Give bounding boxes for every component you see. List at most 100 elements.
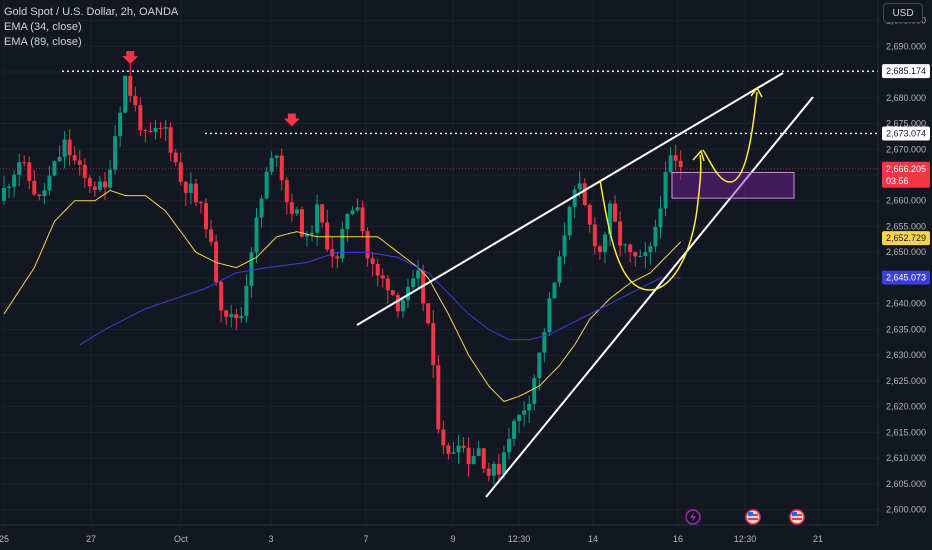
candle-body xyxy=(608,203,612,235)
candle-body xyxy=(229,314,234,317)
candle-body xyxy=(254,217,259,253)
candle-body xyxy=(461,445,466,448)
candle-body xyxy=(537,352,542,378)
candle-body xyxy=(340,229,345,259)
candle-body xyxy=(602,234,607,252)
candle-body xyxy=(219,282,224,311)
candle-body xyxy=(188,183,193,193)
candle-body xyxy=(183,181,188,193)
candle-body xyxy=(153,128,158,132)
candle-body xyxy=(456,445,461,453)
candle-body xyxy=(108,169,113,188)
candle-body xyxy=(103,181,107,188)
candle-body xyxy=(22,162,27,164)
candle-body xyxy=(370,258,375,264)
candle-body xyxy=(335,256,340,259)
candle-body xyxy=(279,155,284,181)
currency-button[interactable]: USD xyxy=(883,3,923,23)
candle-body xyxy=(380,275,385,279)
ema34-legend[interactable]: EMA (34, close) xyxy=(4,21,82,33)
time-tick-label: 14 xyxy=(588,534,598,544)
candle-body xyxy=(577,183,582,190)
lightning-icon[interactable] xyxy=(685,509,701,525)
candle-body xyxy=(375,263,380,276)
candle-body xyxy=(52,161,57,176)
signal-arrow-icon xyxy=(122,51,139,65)
candle-body xyxy=(395,294,400,312)
level-tag-bg xyxy=(882,126,930,141)
candle-body xyxy=(294,209,299,214)
price-tick-label: 2,630.000 xyxy=(886,350,926,360)
price-tick-label: 2,600.000 xyxy=(886,505,926,515)
candle-body xyxy=(259,198,264,218)
candle-body xyxy=(239,315,244,319)
candle-body xyxy=(668,155,673,173)
candle-body xyxy=(476,448,481,456)
price-tick-label: 2,675.000 xyxy=(886,119,926,129)
candle-body xyxy=(522,410,527,415)
candle-body xyxy=(310,232,315,235)
candle-body xyxy=(355,207,360,211)
candle-body xyxy=(315,204,320,233)
symbol-title[interactable]: Gold Spot / U.S. Dollar, 2h, OANDA xyxy=(4,6,179,18)
candle-body xyxy=(198,202,203,204)
candle-body xyxy=(643,252,648,256)
candle-body xyxy=(648,246,653,253)
candle-body xyxy=(496,463,501,475)
candle-body xyxy=(97,181,102,190)
candle-body xyxy=(623,244,628,246)
level-tag-bg xyxy=(882,64,930,79)
ema-layer xyxy=(3,189,682,403)
candle-body xyxy=(133,95,138,106)
flag-canton xyxy=(748,512,753,516)
event-icons xyxy=(685,509,805,525)
flag-stripe xyxy=(748,518,758,520)
candle-body xyxy=(441,429,446,446)
candle-body xyxy=(72,155,77,161)
flag-canton xyxy=(792,512,797,516)
candle-body xyxy=(62,139,67,157)
candle-body xyxy=(527,403,532,411)
candle-body xyxy=(653,227,658,247)
candle-body xyxy=(613,203,618,222)
candle-body xyxy=(411,278,416,287)
ema89-line xyxy=(79,251,681,346)
price-tick-label: 2,655.000 xyxy=(886,221,926,231)
candle-body xyxy=(123,75,128,113)
price-tick-label: 2,660.000 xyxy=(886,196,926,206)
ema89-legend[interactable]: EMA (89, close) xyxy=(4,36,82,48)
time-tick-label: 12:30 xyxy=(508,534,531,544)
price-tick-label: 2,625.000 xyxy=(886,376,926,386)
candle-body xyxy=(37,194,42,197)
candle-body xyxy=(673,155,678,161)
candle-body xyxy=(178,162,183,182)
candle-body xyxy=(547,298,552,333)
candle-body xyxy=(7,186,12,188)
candle-body xyxy=(214,241,219,283)
candle-body xyxy=(512,420,517,439)
candle-body xyxy=(163,127,168,129)
level-tag: 2,673.074 xyxy=(886,128,926,138)
candle-body xyxy=(633,252,638,257)
time-tick-label: 21 xyxy=(813,534,823,544)
time-tick-label: Oct xyxy=(174,534,189,544)
candle-body xyxy=(173,152,178,163)
candle-body xyxy=(325,222,330,250)
candle-body xyxy=(436,365,441,430)
candle-body xyxy=(542,332,547,353)
price-tick-label: 2,615.000 xyxy=(886,427,926,437)
candle-body xyxy=(82,164,87,178)
price-tick-label: 2,610.000 xyxy=(886,453,926,463)
projection-arrow-icon xyxy=(750,86,763,98)
candle-body xyxy=(451,452,456,454)
time-tick-label: 25 xyxy=(0,534,9,544)
candle-body xyxy=(491,463,496,476)
candle-body xyxy=(12,174,17,187)
candle-body xyxy=(471,455,476,465)
level-tag: 2,685.174 xyxy=(886,66,926,76)
candle-body xyxy=(517,414,522,421)
candle-body xyxy=(264,171,269,199)
